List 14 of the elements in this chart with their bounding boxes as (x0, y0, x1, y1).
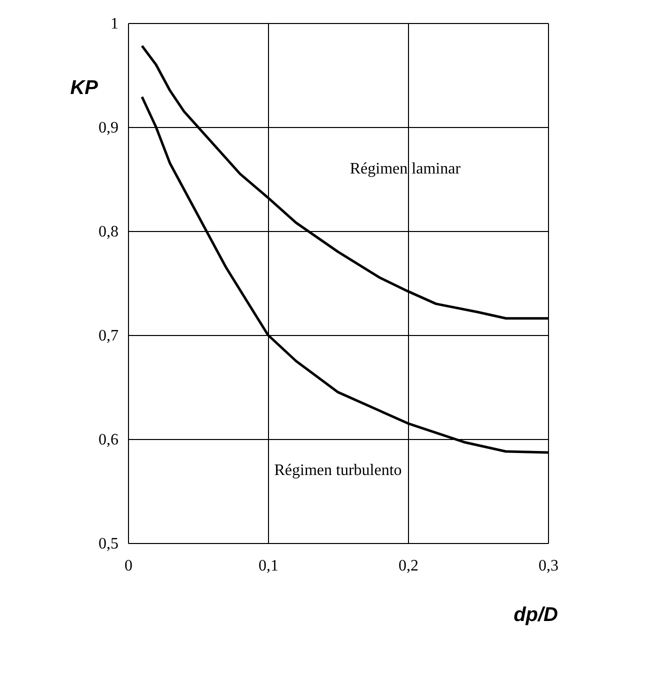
x-tick-label: 0,3 (538, 558, 558, 574)
y-tick-label: 0,9 (98, 120, 118, 136)
annotation: Régimen turbulento (274, 462, 402, 480)
x-tick-label: 0,1 (258, 558, 278, 574)
annotation: Régimen laminar (350, 160, 462, 178)
x-axis-title: dp/D (514, 604, 558, 626)
x-tick-label: 0,2 (398, 558, 418, 574)
y-tick-label: 0,8 (98, 224, 118, 240)
y-tick-label: 0,7 (98, 328, 118, 344)
y-tick-label: 0,6 (98, 432, 118, 448)
y-tick-label: 1 (110, 16, 118, 32)
y-axis-title: KP (70, 77, 99, 99)
x-tick-label: 0 (124, 558, 132, 574)
y-tick-label: 0,5 (98, 536, 118, 552)
